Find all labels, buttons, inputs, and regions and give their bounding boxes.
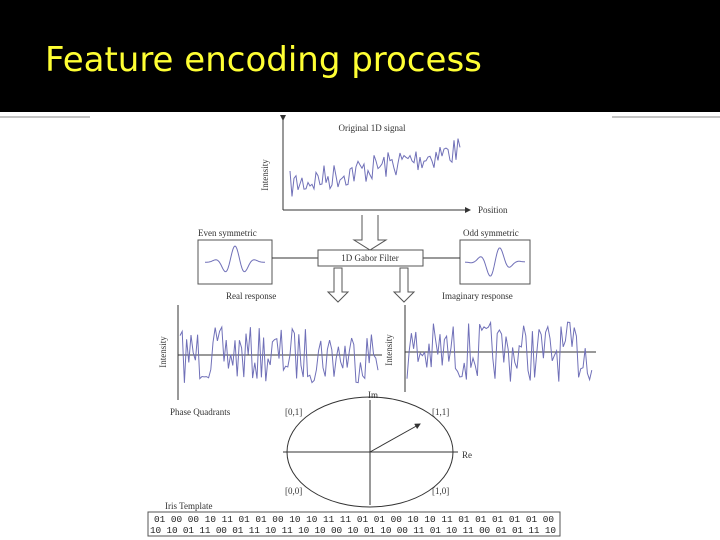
waveform [179,325,379,384]
waveform [289,138,461,197]
label: Intensity [260,159,270,191]
arrow [326,267,350,303]
template-row: 10 10 01 11 00 01 11 10 11 10 10 00 10 0… [150,525,556,536]
arrow [392,267,416,303]
box [317,249,424,267]
arrow [369,423,421,453]
label: [1,1] [432,407,449,417]
label: [1,0] [432,486,449,496]
header [0,0,720,112]
label: Im [368,390,378,400]
box [147,511,561,537]
waveform-path [289,138,461,197]
label: Position [478,205,508,215]
label: [0,1] [285,407,302,417]
label: Phase Quadrants [170,407,231,417]
label: [0,0] [285,486,302,496]
waveform-path [179,325,379,384]
label: Even symmetric [198,228,257,238]
label: Re [462,450,472,460]
waveform [205,245,265,273]
label: Intensity [384,334,394,366]
waveform [406,320,593,382]
waveform [464,247,526,277]
label: Original 1D signal [339,123,406,133]
waveform-path [406,320,593,382]
label: Odd symmetric [463,228,519,238]
template-row: 01 00 00 10 11 01 01 00 10 10 11 11 01 0… [154,514,554,525]
label: Real response [226,291,276,301]
waveform-path [205,245,265,273]
label: Imaginary response [442,291,513,301]
arrow [352,215,388,251]
waveform-path [464,247,526,277]
label: Iris Template [165,501,212,511]
label: 1D Gabor Filter [341,253,399,263]
label: Intensity [158,336,168,368]
slide-title: Feature encoding process [45,40,482,80]
